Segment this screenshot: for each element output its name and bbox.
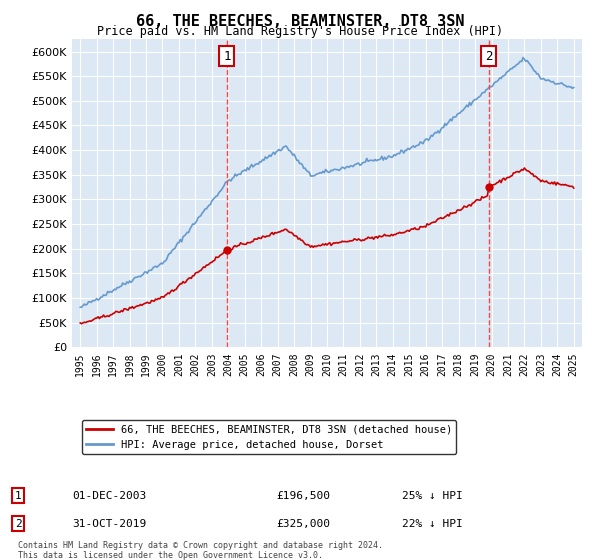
Text: 1: 1 [223,50,231,63]
Text: £325,000: £325,000 [276,519,330,529]
Text: Contains HM Land Registry data © Crown copyright and database right 2024.: Contains HM Land Registry data © Crown c… [18,542,383,550]
Text: 31-OCT-2019: 31-OCT-2019 [72,519,146,529]
Text: 25% ↓ HPI: 25% ↓ HPI [402,491,463,501]
Text: Price paid vs. HM Land Registry's House Price Index (HPI): Price paid vs. HM Land Registry's House … [97,25,503,38]
Legend: 66, THE BEECHES, BEAMINSTER, DT8 3SN (detached house), HPI: Average price, detac: 66, THE BEECHES, BEAMINSTER, DT8 3SN (de… [82,420,456,454]
Text: 22% ↓ HPI: 22% ↓ HPI [402,519,463,529]
Text: 01-DEC-2003: 01-DEC-2003 [72,491,146,501]
Text: This data is licensed under the Open Government Licence v3.0.: This data is licensed under the Open Gov… [18,551,323,560]
Text: 2: 2 [14,519,22,529]
Text: 1: 1 [14,491,22,501]
Text: £196,500: £196,500 [276,491,330,501]
Text: 2: 2 [485,50,493,63]
Text: 66, THE BEECHES, BEAMINSTER, DT8 3SN: 66, THE BEECHES, BEAMINSTER, DT8 3SN [136,14,464,29]
